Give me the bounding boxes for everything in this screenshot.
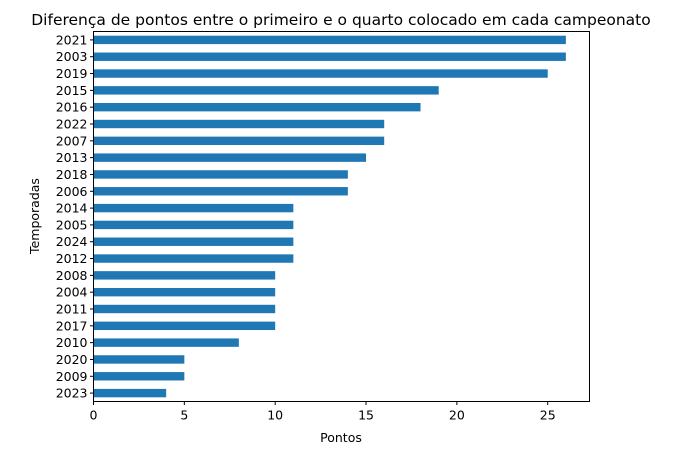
bar-2022	[93, 119, 385, 129]
bar-2016	[93, 102, 421, 112]
x-axis-label: Pontos	[320, 430, 362, 445]
y-tick-label: 2017	[56, 318, 88, 333]
bar-2017	[93, 321, 276, 331]
bar-2009	[93, 372, 185, 381]
y-tick-label: 2016	[56, 100, 88, 115]
y-tick-label: 2003	[56, 49, 88, 64]
bar-2006	[93, 187, 348, 196]
y-tick-label: 2012	[56, 251, 88, 266]
y-tick-label: 2019	[56, 66, 88, 81]
bar-2014	[93, 203, 294, 213]
y-tick-label: 2022	[56, 117, 88, 132]
bar-2007	[93, 136, 385, 146]
y-axis-label: Temporadas	[27, 178, 42, 255]
bar-2012	[93, 254, 294, 263]
x-tick-label: 5	[180, 408, 188, 423]
bar-2004	[93, 287, 276, 297]
bar-2015	[93, 86, 439, 95]
bar-2023	[93, 388, 167, 398]
y-tick-label: 2010	[56, 335, 88, 350]
y-tick-label: 2020	[56, 352, 88, 367]
x-tick-label: 0	[90, 408, 98, 423]
y-tick-label: 2009	[56, 369, 88, 384]
y-tick-label: 2014	[56, 201, 88, 216]
bar-2018	[93, 170, 348, 179]
bar-2003	[93, 52, 566, 61]
y-tick-label: 2023	[56, 386, 88, 401]
x-tick-label: 20	[449, 408, 465, 423]
bar-2019	[93, 69, 548, 78]
x-tick-label: 15	[358, 408, 374, 423]
chart-title: Diferença de pontos entre o primeiro e o…	[31, 11, 651, 29]
y-tick-label: 2008	[56, 268, 88, 283]
y-tick-label: 2024	[56, 234, 88, 249]
y-tick-label: 2018	[56, 167, 88, 182]
y-tick-label: 2004	[56, 285, 88, 300]
bar-2024	[93, 237, 294, 246]
bar-2021	[93, 35, 566, 45]
y-tick-label: 2007	[56, 133, 88, 148]
plot-frame	[93, 31, 590, 402]
bar-2013	[93, 153, 367, 162]
y-tick-label: 2013	[56, 150, 88, 165]
y-tick-label: 2021	[56, 32, 88, 47]
bar-2011	[93, 304, 276, 314]
y-tick-label: 2006	[56, 184, 88, 199]
y-tick-label: 2015	[56, 83, 88, 98]
bar-2020	[93, 355, 185, 364]
bar-2008	[93, 271, 276, 280]
bar-2010	[93, 338, 239, 347]
x-tick-label: 10	[267, 408, 283, 423]
y-tick-label: 2005	[56, 217, 88, 232]
x-axis-ticks: 0 5 10 15 20 25	[90, 401, 556, 423]
bars-group	[93, 35, 566, 398]
y-tick-label: 2011	[56, 302, 88, 317]
x-tick-label: 25	[540, 408, 556, 423]
bar-2005	[93, 220, 294, 230]
